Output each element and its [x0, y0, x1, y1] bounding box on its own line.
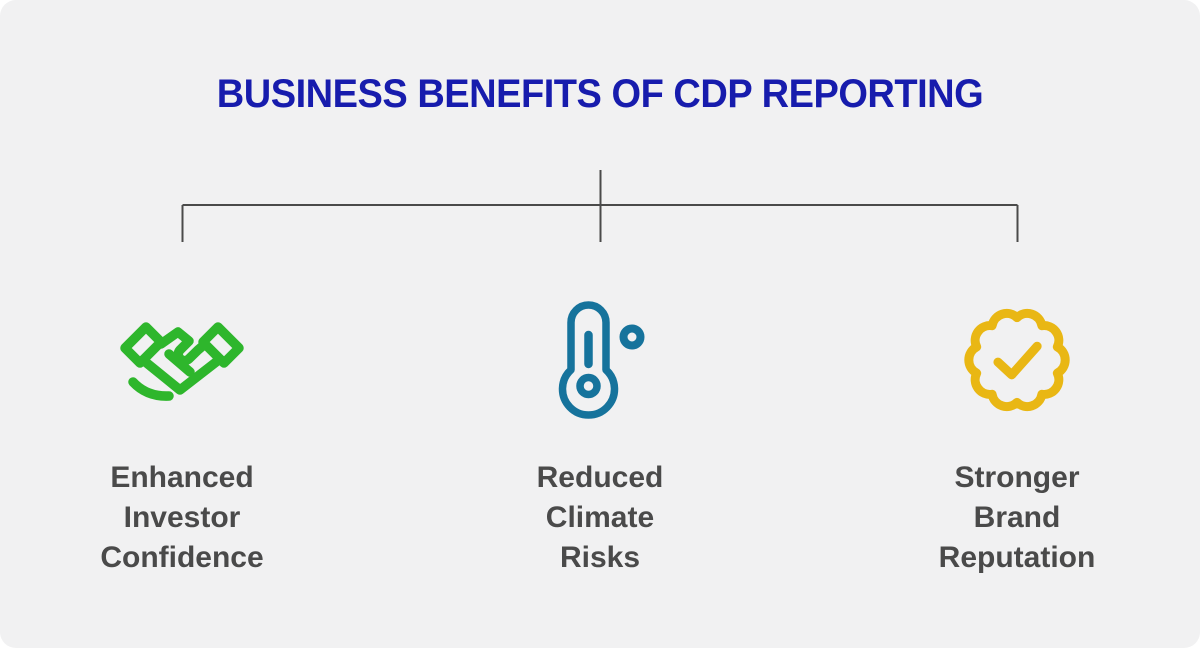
benefit-label: Reduced Climate Risks [536, 461, 664, 574]
handshake-icon [117, 300, 247, 420]
benefit-item-investor-confidence: Enhanced Investor Confidence [62, 300, 302, 578]
page-title: BUSINESS BENEFITS OF CDP REPORTING [216, 72, 984, 116]
benefit-item-brand-reputation: Stronger Brand Reputation [897, 300, 1137, 578]
benefit-label: Enhanced Investor Confidence [100, 461, 264, 574]
thermometer-icon [550, 300, 650, 420]
benefit-label: Stronger Brand Reputation [938, 461, 1096, 574]
benefit-item-climate-risks: Reduced Climate Risks [480, 300, 720, 578]
badge-check-icon [964, 300, 1070, 420]
